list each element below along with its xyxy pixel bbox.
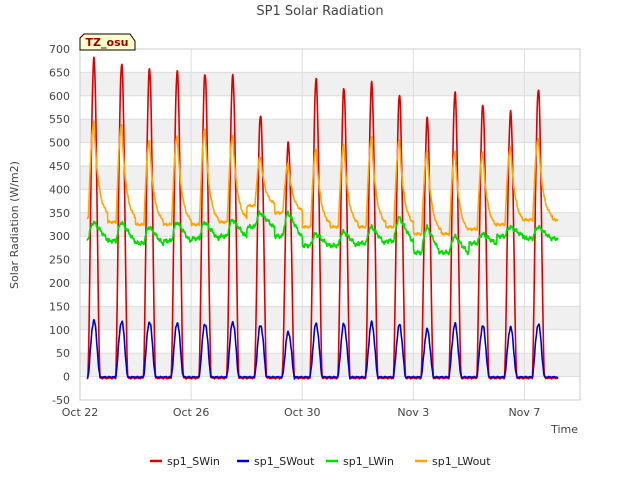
y-tick-label: -50: [52, 394, 70, 407]
series-line-sp1_SWout: [86, 318, 559, 380]
x-tick-label: Oct 26: [173, 406, 210, 419]
legend-label: sp1_LWout: [432, 455, 491, 468]
y-tick-label: 100: [49, 324, 70, 337]
legend-item-sp1_LWout: sp1_LWout: [415, 455, 491, 468]
y-tick-label: 250: [49, 254, 70, 267]
y-axis: -50 0 50 100 150 200 250 300 350 400 450 500 550 600 6…: [49, 43, 70, 407]
y-tick-label: 400: [49, 183, 70, 196]
y-tick-label: 600: [49, 90, 70, 103]
y-tick-label: 550: [49, 113, 70, 126]
legend: sp1_SWin sp1_SWout sp1_LWin sp1_LWout: [150, 455, 491, 468]
y-tick-label: 0: [63, 371, 70, 384]
x-axis: Oct 22 Oct 26 Oct 30 Nov 3 Nov 7: [62, 406, 541, 419]
legend-label: sp1_SWin: [167, 455, 220, 468]
grid-band: [80, 353, 580, 377]
y-tick-label: 350: [49, 207, 70, 220]
plot-frame: [79, 48, 581, 401]
x-tick-label: Oct 30: [284, 406, 321, 419]
y-tick-label: 50: [56, 347, 70, 360]
series-layer: [86, 56, 559, 380]
x-axis-label: Time: [550, 423, 578, 436]
y-tick-label: 200: [49, 277, 70, 290]
y-tick-label: 650: [49, 66, 70, 79]
chart-title: SP1 Solar Radiation: [256, 4, 383, 19]
legend-label: sp1_LWin: [343, 455, 394, 468]
grid-band: [80, 259, 580, 283]
legend-label: sp1_SWout: [254, 455, 315, 468]
legend-item-sp1_SWin: sp1_SWin: [150, 455, 220, 468]
series-line-sp1_LWout: [86, 120, 559, 237]
x-tick-label: Oct 22: [62, 406, 99, 419]
tz-badge-label: TZ_osu: [86, 36, 129, 49]
x-tick-label: Nov 3: [397, 406, 429, 419]
y-axis-label: Solar Radiation (W/m2): [8, 161, 21, 289]
y-tick-label: 150: [49, 300, 70, 313]
grid-band: [80, 72, 580, 96]
y-tick-label: 300: [49, 230, 70, 243]
grid-band: [80, 166, 580, 190]
y-tick-label: 500: [49, 137, 70, 150]
grid-band: [80, 119, 580, 143]
y-tick-label: 700: [49, 43, 70, 56]
legend-item-sp1_LWin: sp1_LWin: [326, 455, 394, 468]
legend-item-sp1_SWout: sp1_SWout: [237, 455, 315, 468]
series-line-sp1_LWin: [86, 210, 559, 256]
y-tick-label: 450: [49, 160, 70, 173]
x-tick-label: Nov 7: [508, 406, 540, 419]
tz-badge: TZ_osu: [79, 33, 136, 51]
